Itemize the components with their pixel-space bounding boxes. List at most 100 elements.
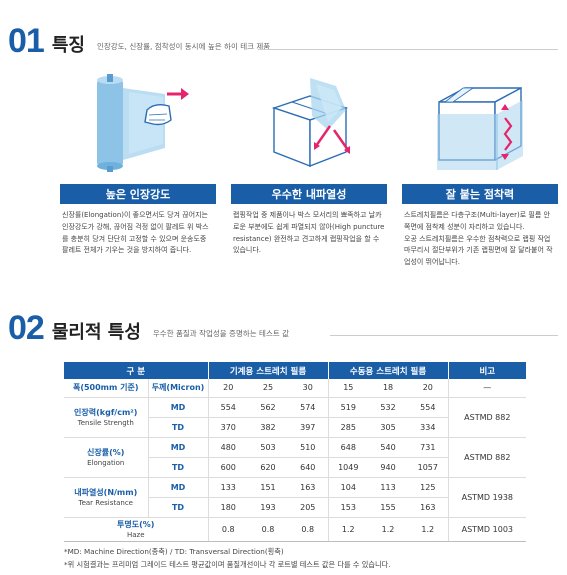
physical-properties-table: 구 분 기계용 스트레치 필름 수동용 스트레치 필름 비고 폭(500mm 기… xyxy=(64,362,527,542)
value-cell: 155 xyxy=(368,497,409,518)
value-cell: 1.2 xyxy=(368,517,409,542)
value-cell: 554 xyxy=(208,397,249,418)
value-cell: 153 xyxy=(328,497,369,518)
direction-label: MD xyxy=(148,477,209,498)
thickness-value: 20 xyxy=(208,379,249,398)
value-cell: 334 xyxy=(408,417,449,438)
value-cell: 1049 xyxy=(328,457,369,478)
value-cell: 305 xyxy=(368,417,409,438)
table-row: 내파열성(N/mm) Tear Resistance MD 133 151 16… xyxy=(64,477,527,518)
value-cell: 480 xyxy=(208,437,249,458)
section-number: 01 xyxy=(8,22,45,60)
value-cell: 285 xyxy=(328,417,369,438)
value-cell: 574 xyxy=(288,397,329,418)
value-cell: 731 xyxy=(408,437,449,458)
table-header-row: 구 분 기계용 스트레치 필름 수동용 스트레치 필름 비고 xyxy=(64,362,527,379)
header-machine-film: 기계용 스트레치 필름 xyxy=(208,362,329,379)
header-note: 비고 xyxy=(448,362,527,379)
table-row: TD 180 193 205 153 155 163 xyxy=(64,497,526,518)
note-cell: ASTMD 1938 xyxy=(447,477,527,518)
value-cell: 0.8 xyxy=(288,517,329,542)
property-name: 투명도(%) xyxy=(117,519,155,529)
feature-description: 신장률(Elongation)이 좋으면서도 당겨 끊어지는 인장강도가 강해,… xyxy=(62,211,209,255)
table-row: 신장률(%) Elongation MD 480 503 510 648 540… xyxy=(64,437,527,478)
thickness-value: 15 xyxy=(328,379,369,398)
thickness-value: 20 xyxy=(408,379,449,398)
property-haze: 투명도(%) Haze xyxy=(64,517,209,542)
value-cell: 397 xyxy=(288,417,329,438)
value-cell: 133 xyxy=(208,477,249,498)
value-cell: 0.8 xyxy=(208,517,249,542)
value-cell: 940 xyxy=(368,457,409,478)
value-cell: 125 xyxy=(408,477,449,498)
feature-label: 높은 인장강도 xyxy=(60,184,216,204)
film-roll-hand-icon xyxy=(56,66,220,178)
wrapped-box-icon xyxy=(398,66,562,178)
footnote: *MD: Machine Direction(종축) / TD: Transve… xyxy=(64,547,284,556)
value-cell: 1.2 xyxy=(408,517,449,542)
feature-tensile-strength: 높은 인장강도 신장률(Elongation)이 좋으면서도 당겨 끊어지는 인… xyxy=(56,66,220,257)
property-tear-resistance: 내파열성(N/mm) Tear Resistance xyxy=(64,477,149,518)
value-cell: 562 xyxy=(248,397,289,418)
direction-label: TD xyxy=(148,497,209,518)
value-cell: 540 xyxy=(368,437,409,458)
value-cell: 600 xyxy=(208,457,249,478)
value-cell: 620 xyxy=(248,457,289,478)
feature-puncture-resistance: 우수한 내파열성 랩핑작업 중 제품이나 박스 모서리의 뾰족하고 날카로운 부… xyxy=(227,66,391,257)
thickness-value: 25 xyxy=(248,379,289,398)
value-cell: 163 xyxy=(408,497,449,518)
table-row: 투명도(%) Haze 0.8 0.8 0.8 1.2 1.2 1.2 ASTM… xyxy=(64,517,527,542)
feature-description: 랩핑작업 중 제품이나 박스 모서리의 뾰족하고 날카로운 부분에도 쉽게 파열… xyxy=(233,211,385,255)
value-cell: 113 xyxy=(368,477,409,498)
property-name: 인장력(kgf/cm²) xyxy=(74,407,138,417)
value-cell: 503 xyxy=(248,437,289,458)
value-cell: 510 xyxy=(288,437,329,458)
section-divider xyxy=(330,335,558,336)
value-cell: 0.8 xyxy=(248,517,289,542)
section-number: 02 xyxy=(8,309,45,347)
table-row: TD 600 620 640 1049 940 1057 xyxy=(64,457,526,478)
property-tensile: 인장력(kgf/cm²) Tensile Strength xyxy=(64,397,149,438)
direction-label: TD xyxy=(148,457,209,478)
property-name: 내파열성(N/mm) xyxy=(74,487,138,497)
header-category: 구 분 xyxy=(64,362,209,379)
property-name-en: Elongation xyxy=(87,458,125,467)
property-name-en: Haze xyxy=(126,530,145,539)
header-manual-film: 수동용 스트레치 필름 xyxy=(328,362,449,379)
value-cell: 554 xyxy=(408,397,449,418)
direction-label: TD xyxy=(148,417,209,438)
width-label: 폭(500mm 기준) xyxy=(64,379,149,398)
direction-label: MD xyxy=(148,437,209,458)
section-2-header: 02 물리적 특성 우수한 품질과 작업성을 증명하는 테스트 값 xyxy=(8,311,289,345)
note-cell: — xyxy=(447,379,527,398)
property-name: 신장률(%) xyxy=(87,447,125,457)
value-cell: 1057 xyxy=(408,457,449,478)
value-cell: 640 xyxy=(288,457,329,478)
direction-label: MD xyxy=(148,397,209,418)
value-cell: 180 xyxy=(208,497,249,518)
thickness-row: 폭(500mm 기준) 두께(Micron) 20 25 30 15 18 20… xyxy=(64,379,527,398)
section-title: 물리적 특성 xyxy=(51,322,141,343)
value-cell: 104 xyxy=(328,477,369,498)
table-row: TD 370 382 397 285 305 334 xyxy=(64,417,526,438)
note-cell: ASTMD 882 xyxy=(447,437,527,478)
value-cell: 163 xyxy=(288,477,329,498)
section-subtitle: 우수한 품질과 작업성을 증명하는 테스트 값 xyxy=(152,329,290,338)
value-cell: 532 xyxy=(368,397,409,418)
section-1-header: 01 특징 인장강도, 신장률, 점착성이 동시에 높은 하이 테크 제품 xyxy=(8,24,270,58)
section-divider xyxy=(258,49,558,50)
value-cell: 648 xyxy=(328,437,369,458)
section-subtitle: 인장강도, 신장률, 점착성이 동시에 높은 하이 테크 제품 xyxy=(96,42,271,51)
value-cell: 382 xyxy=(248,417,289,438)
value-cell: 205 xyxy=(288,497,329,518)
table-row: 인장력(kgf/cm²) Tensile Strength MD 554 562… xyxy=(64,397,527,438)
section-title: 특징 xyxy=(51,35,85,56)
value-cell: 370 xyxy=(208,417,249,438)
property-name-en: Tear Resistance xyxy=(78,498,133,507)
thickness-label: 두께(Micron) xyxy=(148,379,209,398)
value-cell: 1.2 xyxy=(328,517,369,542)
value-cell: 519 xyxy=(328,397,369,418)
feature-description: 스트레치필름은 다층구조(Multi-layer)로 필름 안쪽면에 점착제 성… xyxy=(404,211,553,267)
feature-label: 잘 붙는 점착력 xyxy=(402,184,558,204)
property-name-en: Tensile Strength xyxy=(77,418,134,427)
